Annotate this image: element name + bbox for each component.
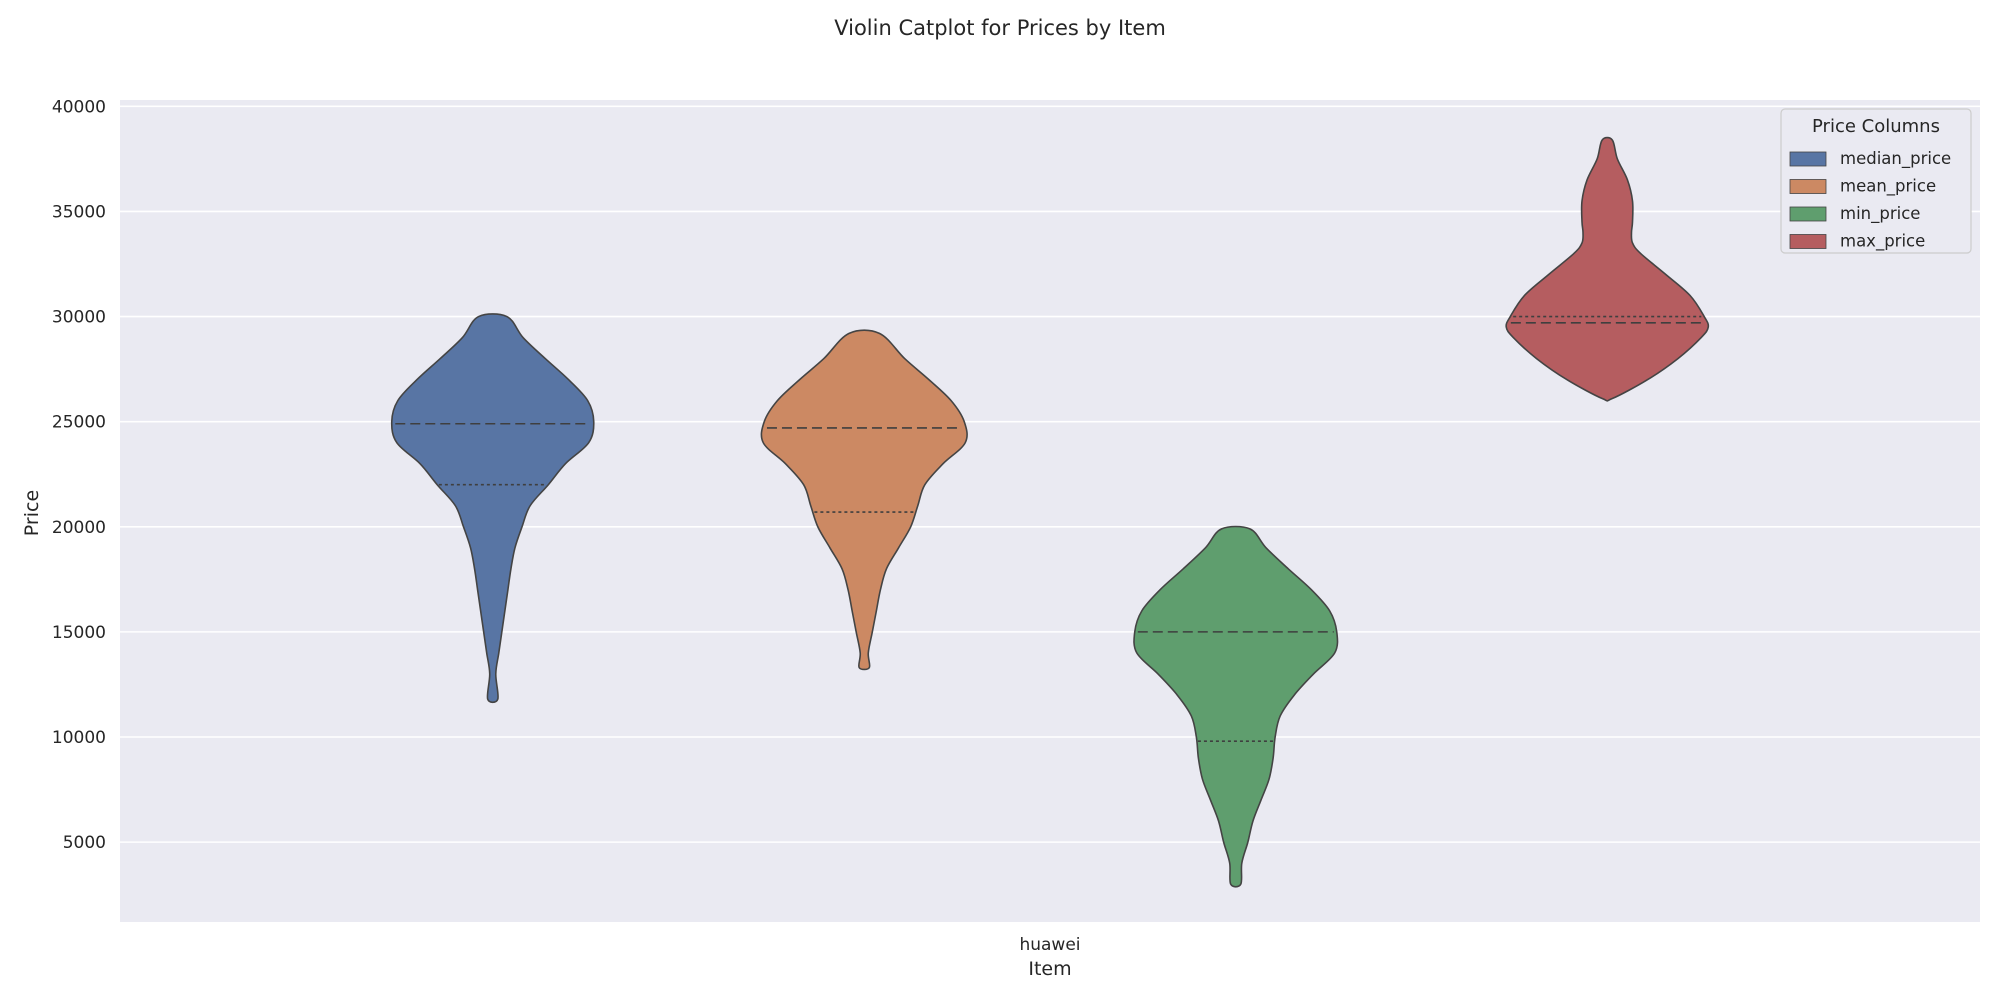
y-tick-label: 40000: [52, 97, 106, 117]
legend: Price Columns median_price mean_price min_…: [1780, 108, 1972, 254]
x-tick-label: huawei: [1019, 935, 1080, 955]
legend-swatch: [1789, 179, 1827, 194]
violin-min-price: [1133, 525, 1339, 888]
x-axis-label: Item: [1028, 958, 1071, 980]
y-tick-label: 25000: [52, 413, 106, 433]
plot-area: [120, 100, 1980, 922]
legend-swatch: [1789, 151, 1827, 167]
legend-title: Price Columns: [1812, 116, 1940, 137]
y-tick-label: 5000: [63, 833, 106, 853]
legend-swatch: [1789, 234, 1827, 249]
violin-mean-price: [760, 329, 968, 671]
violin-median-price: [390, 313, 595, 704]
chart-title: Violin Catplot for Prices by Item: [834, 16, 1166, 40]
legend-label: max_price: [1840, 232, 1925, 252]
legend-label: min_price: [1840, 204, 1920, 224]
y-tick-label: 30000: [52, 308, 106, 328]
y-tick-label: 35000: [52, 202, 106, 222]
x-axis-ticks: huawei: [1019, 935, 1080, 955]
violin-max-price: [1505, 136, 1710, 402]
y-axis-label: Price: [21, 490, 43, 536]
legend-items: median_price mean_price min_price max_price: [1789, 149, 1951, 252]
legend-swatch: [1789, 206, 1827, 222]
y-tick-label: 15000: [52, 623, 106, 643]
y-axis-ticks: 5000 10000 15000 20000 25000 30000 35000 40000: [52, 97, 106, 853]
legend-frame: [1780, 108, 1972, 254]
y-tick-label: 10000: [52, 728, 106, 748]
y-tick-label: 20000: [52, 518, 106, 538]
violins: [390, 136, 1710, 888]
legend-label: mean_price: [1840, 177, 1936, 197]
legend-label: median_price: [1840, 149, 1951, 169]
